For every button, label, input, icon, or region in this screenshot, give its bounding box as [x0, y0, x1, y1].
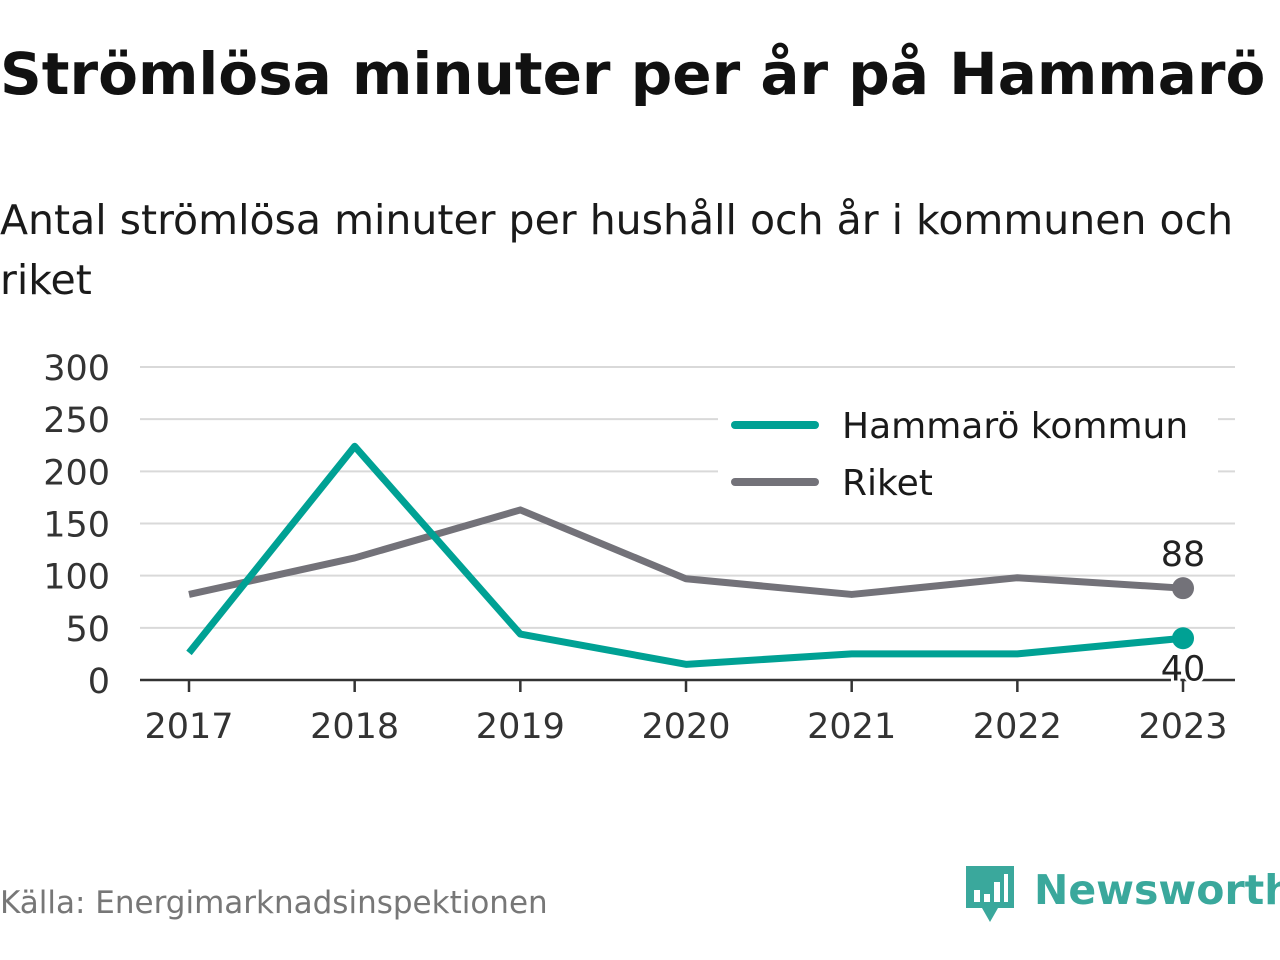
end-label-hammaro: 40	[1161, 649, 1206, 689]
x-axis-ticks: 2017 2018 2019 2020 2021 2022 2023	[144, 680, 1228, 747]
y-tick-label: 150	[43, 506, 110, 546]
y-tick-label: 50	[65, 610, 110, 650]
newsworthy-logo-icon	[966, 866, 1014, 922]
y-tick-label: 300	[43, 349, 110, 389]
x-tick-label: 2019	[476, 707, 565, 747]
source-note: Källa: Energimarknadsinspektionen	[0, 885, 548, 921]
x-tick-label: 2020	[641, 707, 730, 747]
chart-subtitle: Antal strömlösa minuter per hushåll och …	[0, 196, 1234, 304]
y-tick-label: 100	[43, 558, 110, 598]
brand-name: Newsworthy	[1034, 866, 1280, 914]
x-tick-label: 2018	[310, 707, 399, 747]
x-tick-label: 2021	[807, 707, 896, 747]
end-point-hammaro	[1172, 627, 1195, 650]
y-axis-tick-labels: 0 50 100 150 200 250 300	[43, 349, 110, 702]
series-line-hammaro	[186, 442, 1184, 668]
end-point-riket	[1172, 577, 1195, 600]
legend-label-hammaro: Hammarö kommun	[842, 406, 1188, 447]
x-tick-label: 2017	[144, 707, 233, 747]
y-tick-label: 0	[88, 662, 110, 702]
chart-title: Strömlösa minuter per år på Hammarö	[0, 40, 1266, 108]
legend-background	[718, 393, 1218, 515]
series-line-riket	[188, 506, 1184, 598]
series-lines: 88 40	[186, 442, 1208, 692]
end-label-riket: 88	[1161, 535, 1206, 575]
x-tick-label: 2023	[1138, 707, 1227, 747]
y-tick-label: 250	[43, 401, 110, 441]
legend: Hammarö kommun Riket	[718, 393, 1218, 515]
y-tick-label: 200	[43, 453, 110, 493]
x-tick-label: 2022	[973, 707, 1062, 747]
legend-label-riket: Riket	[842, 463, 933, 504]
